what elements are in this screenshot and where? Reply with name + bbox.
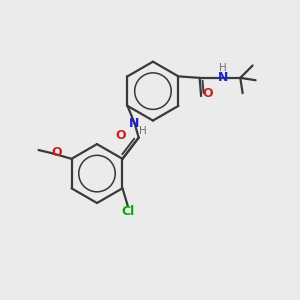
Text: N: N — [129, 117, 140, 130]
Text: N: N — [218, 71, 228, 84]
Text: O: O — [202, 87, 213, 100]
Text: H: H — [140, 126, 147, 136]
Text: H: H — [219, 63, 226, 73]
Text: O: O — [52, 146, 62, 159]
Text: Cl: Cl — [121, 205, 134, 218]
Text: O: O — [115, 129, 126, 142]
